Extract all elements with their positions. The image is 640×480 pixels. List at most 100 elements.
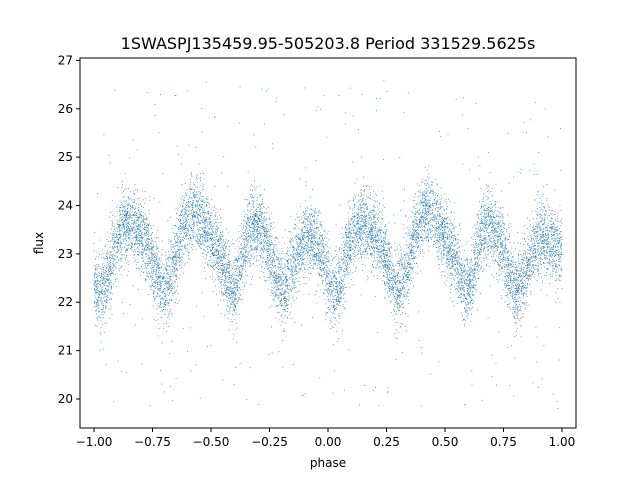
data-point bbox=[286, 304, 288, 305]
data-point bbox=[203, 249, 204, 251]
data-point bbox=[158, 289, 160, 291]
data-point bbox=[244, 254, 246, 256]
data-point bbox=[346, 265, 348, 267]
data-point bbox=[453, 252, 455, 254]
data-point bbox=[245, 229, 247, 230]
data-point bbox=[325, 256, 327, 258]
data-point bbox=[210, 239, 212, 241]
data-point bbox=[174, 256, 176, 258]
data-point bbox=[325, 319, 326, 321]
data-point bbox=[438, 223, 439, 224]
data-point bbox=[257, 234, 259, 236]
data-point bbox=[451, 232, 453, 234]
data-point bbox=[529, 265, 531, 267]
data-point bbox=[270, 282, 272, 284]
data-point bbox=[361, 195, 363, 197]
data-point bbox=[426, 191, 428, 193]
data-point bbox=[412, 236, 414, 238]
data-point bbox=[238, 246, 240, 247]
data-point bbox=[527, 263, 529, 265]
data-point bbox=[317, 214, 319, 216]
data-point bbox=[542, 227, 544, 229]
data-point bbox=[105, 288, 106, 289]
data-point bbox=[266, 261, 267, 262]
data-point bbox=[159, 263, 161, 265]
data-point bbox=[276, 304, 278, 306]
data-point bbox=[323, 267, 325, 269]
data-point bbox=[108, 285, 110, 287]
data-point bbox=[537, 271, 539, 273]
data-point bbox=[150, 277, 152, 279]
data-point bbox=[495, 221, 497, 223]
data-point bbox=[236, 261, 238, 263]
data-point bbox=[507, 257, 509, 259]
data-point bbox=[320, 242, 321, 244]
data-point bbox=[180, 226, 182, 228]
data-point bbox=[329, 285, 331, 287]
data-point bbox=[440, 245, 442, 247]
data-point bbox=[406, 226, 408, 228]
data-point bbox=[514, 295, 516, 297]
data-point bbox=[291, 279, 293, 281]
data-point bbox=[280, 298, 282, 299]
data-point bbox=[547, 252, 548, 254]
data-point bbox=[276, 257, 278, 259]
data-point bbox=[143, 219, 144, 221]
data-point bbox=[300, 241, 301, 243]
data-point bbox=[310, 244, 312, 245]
data-point bbox=[370, 230, 372, 232]
data-point bbox=[395, 292, 397, 294]
data-point bbox=[226, 246, 228, 248]
data-point bbox=[251, 239, 253, 241]
data-point bbox=[153, 272, 155, 274]
data-point bbox=[403, 274, 405, 276]
data-point bbox=[514, 318, 516, 319]
data-point bbox=[424, 225, 425, 227]
data-point bbox=[201, 219, 203, 221]
data-point bbox=[193, 182, 194, 184]
data-point bbox=[175, 261, 177, 263]
data-point bbox=[235, 240, 237, 242]
data-point bbox=[227, 293, 229, 294]
data-point bbox=[349, 199, 351, 201]
data-point bbox=[285, 297, 287, 299]
data-point bbox=[447, 252, 449, 254]
data-point bbox=[493, 215, 494, 217]
data-point bbox=[536, 361, 538, 363]
data-point bbox=[507, 262, 509, 263]
data-point bbox=[400, 326, 402, 327]
data-point bbox=[528, 274, 529, 276]
data-point bbox=[135, 217, 137, 218]
data-point bbox=[498, 220, 500, 222]
data-point bbox=[418, 225, 420, 227]
data-point bbox=[385, 265, 386, 267]
data-point bbox=[528, 239, 530, 241]
data-point bbox=[275, 305, 277, 307]
data-point bbox=[174, 248, 176, 250]
data-point bbox=[252, 216, 253, 217]
data-point bbox=[500, 258, 502, 260]
data-point bbox=[346, 267, 347, 269]
data-point bbox=[272, 243, 274, 245]
data-point bbox=[100, 257, 102, 259]
data-point bbox=[114, 240, 116, 242]
data-point bbox=[367, 239, 368, 241]
data-point bbox=[155, 281, 157, 283]
data-point bbox=[387, 284, 389, 285]
data-point bbox=[496, 229, 498, 231]
data-point bbox=[254, 214, 256, 215]
data-point bbox=[200, 217, 202, 219]
data-point bbox=[537, 226, 539, 228]
data-point bbox=[362, 206, 364, 208]
data-point bbox=[453, 267, 455, 269]
data-point bbox=[425, 195, 427, 197]
data-point bbox=[550, 229, 552, 231]
data-point bbox=[428, 185, 430, 187]
data-point bbox=[524, 308, 526, 310]
data-point bbox=[422, 181, 424, 182]
data-point bbox=[212, 234, 213, 236]
data-point bbox=[119, 229, 121, 231]
data-point bbox=[240, 222, 242, 224]
data-point bbox=[219, 257, 221, 259]
data-point bbox=[226, 289, 227, 291]
